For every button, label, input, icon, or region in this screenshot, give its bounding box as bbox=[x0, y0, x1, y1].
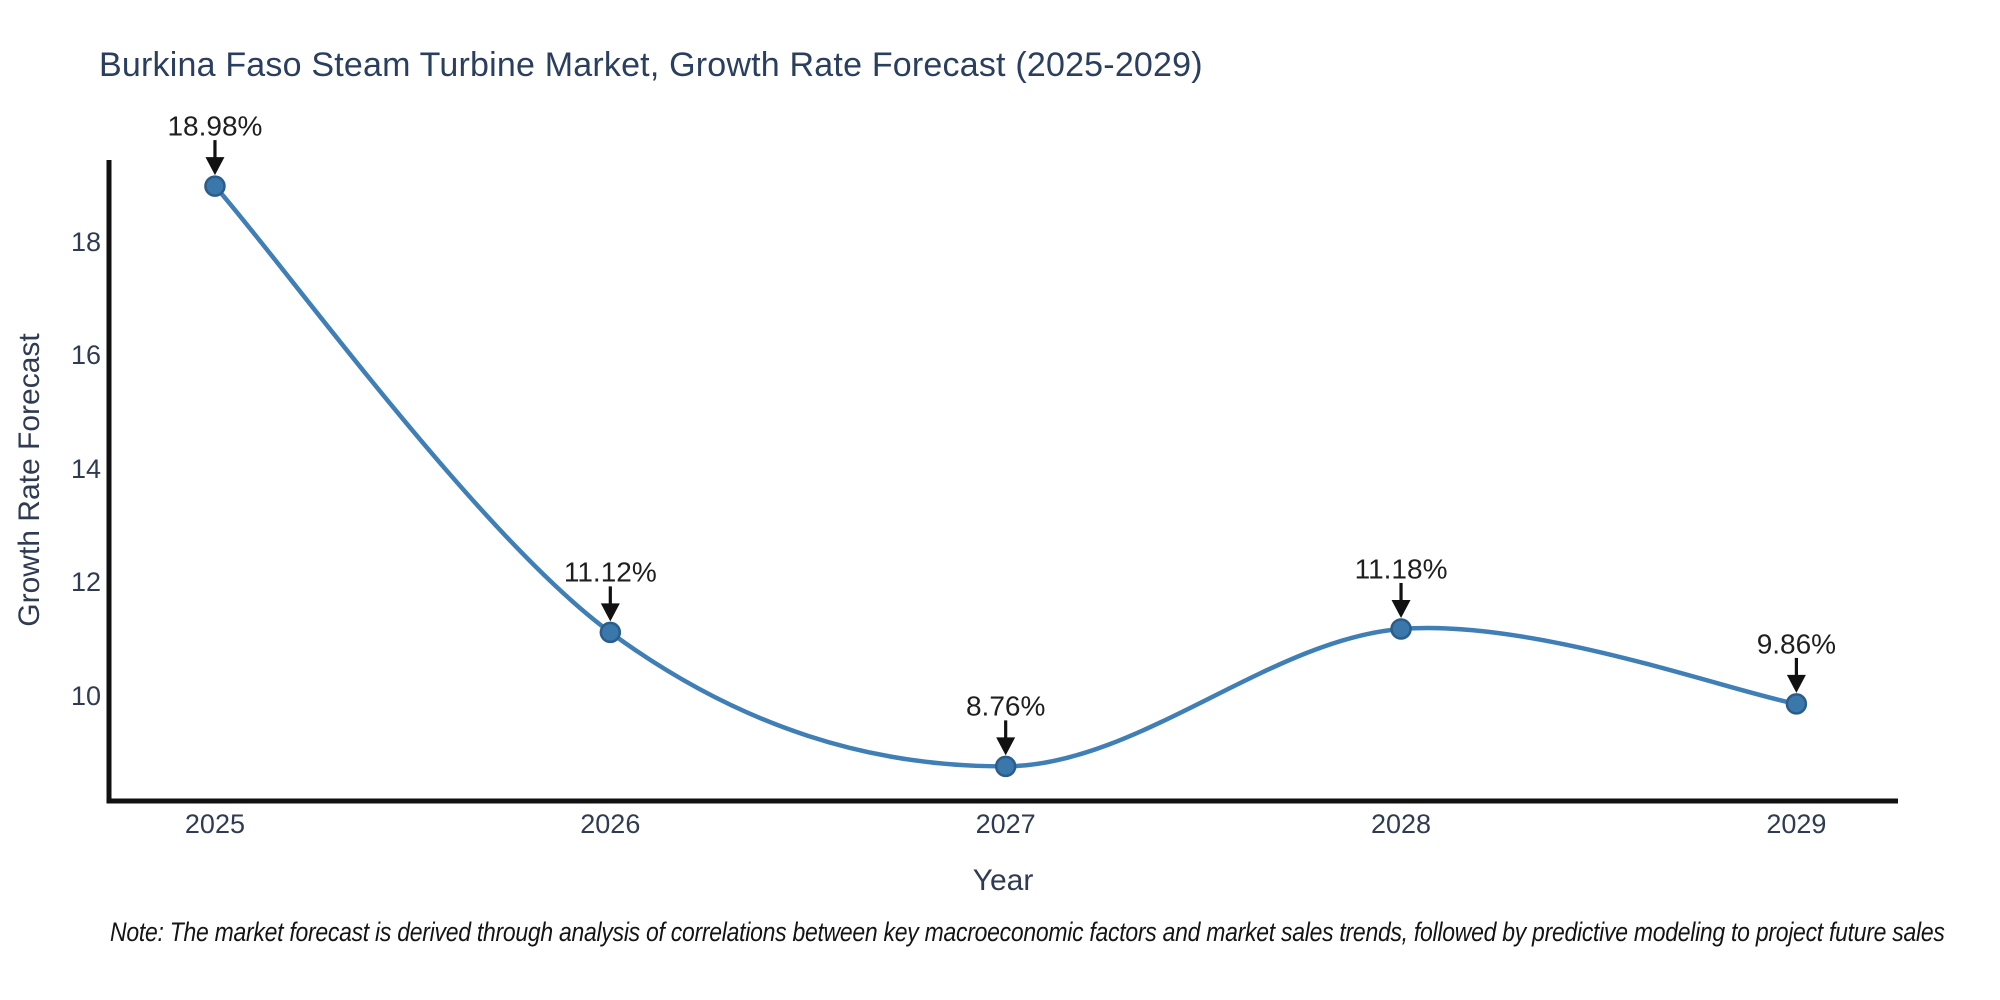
point-annotation-label: 18.98% bbox=[167, 110, 263, 142]
point-annotation-label: 11.12% bbox=[563, 556, 657, 588]
y-tick-label: 16 bbox=[70, 340, 101, 371]
y-axis-title: Growth Rate Forecast bbox=[13, 333, 46, 627]
series-spline-line bbox=[212, 183, 1799, 769]
y-tick-label: 10 bbox=[70, 680, 101, 711]
point-annotation-label: 9.86% bbox=[1756, 628, 1837, 660]
data-point-marker bbox=[994, 755, 1017, 778]
annotation-arrow-head bbox=[600, 603, 620, 622]
data-point-marker bbox=[204, 175, 226, 197]
point-annotation-label: 8.76% bbox=[965, 690, 1046, 722]
data-point-markers bbox=[204, 175, 1808, 778]
annotation-arrow-head bbox=[1786, 674, 1806, 693]
point-annotation-label: 11.18% bbox=[1354, 553, 1448, 585]
x-tick-label: 2029 bbox=[1766, 809, 1827, 839]
annotation-arrow-head bbox=[996, 737, 1016, 756]
x-tick-label: 2027 bbox=[975, 809, 1036, 839]
annotation-arrows bbox=[205, 140, 1806, 756]
x-axis-title: Year bbox=[972, 864, 1034, 897]
x-tick-label: 2026 bbox=[580, 809, 641, 839]
footnote: Note: The market forecast is derived thr… bbox=[110, 917, 1945, 947]
data-point-marker bbox=[599, 621, 622, 644]
y-tick-label: 14 bbox=[70, 453, 101, 484]
x-tick-label: 2028 bbox=[1370, 809, 1432, 839]
data-point-marker bbox=[1785, 693, 1808, 715]
chart-title: Burkina Faso Steam Turbine Market, Growt… bbox=[99, 46, 1203, 84]
x-tick-label: 2025 bbox=[184, 809, 245, 839]
annotation-arrow-head bbox=[1391, 599, 1411, 618]
annotation-arrow-head bbox=[205, 157, 225, 176]
y-tick-label: 18 bbox=[70, 226, 101, 257]
data-point-marker bbox=[1390, 618, 1412, 640]
y-tick-label: 12 bbox=[70, 567, 101, 598]
